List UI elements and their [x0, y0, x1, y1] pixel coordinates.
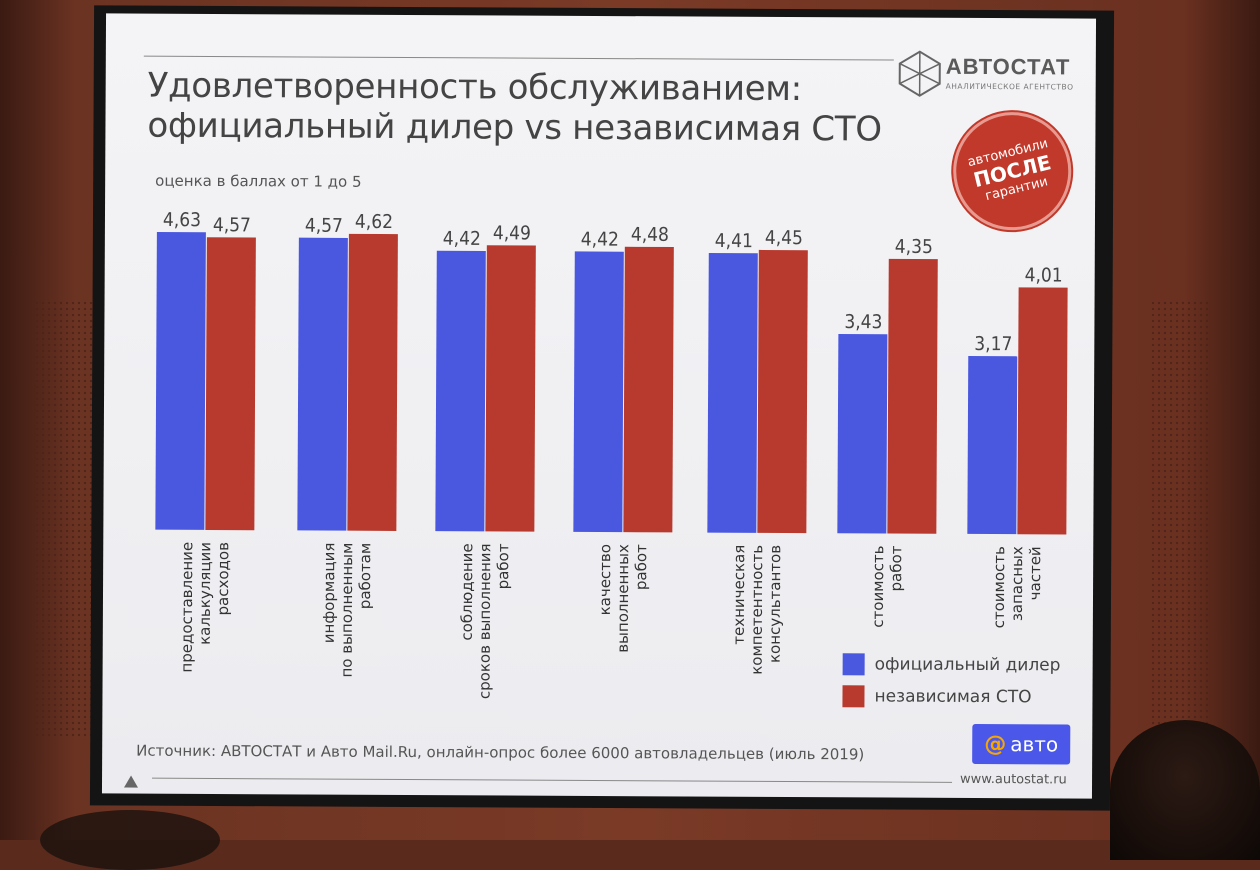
category-label-deadlines-line-1: соблюдение [458, 543, 477, 640]
site-url: www.autostat.ru [960, 772, 1067, 788]
legend-swatch-independent [842, 685, 864, 707]
category-label-labor-cost-line-1: стоимость [869, 545, 887, 627]
value-label-info-independent: 4,62 [355, 211, 393, 233]
category-label-info-line-1: информация [320, 543, 339, 644]
category-label-calc-line-3: расходов [214, 542, 232, 615]
bar-calc-independent [205, 237, 256, 530]
legend-swatch-dealer [843, 653, 865, 675]
value-label-labor-cost-independent: 4,35 [895, 236, 933, 258]
category-label-parts-cost-line-2: запасных [1008, 546, 1026, 621]
value-label-calc-dealer: 4,63 [163, 209, 201, 231]
bar-quality-dealer [573, 251, 623, 532]
source-note: Источник: АВТОСТАТ и Авто Mail.Ru, онлай… [136, 742, 864, 764]
triangle-icon [124, 776, 138, 788]
mail-ru-auto-badge: @ авто [972, 724, 1070, 765]
value-label-quality-dealer: 4,42 [581, 228, 619, 250]
value-label-quality-independent: 4,48 [631, 224, 669, 246]
chart-legend: официальный дилер независимая СТО [842, 653, 1060, 718]
category-label-parts-cost-line-3: частей [1026, 546, 1044, 600]
category-label-quality-line-3: работ [632, 544, 650, 590]
value-label-competence-dealer: 4,41 [715, 230, 753, 252]
value-label-info-dealer: 4,57 [305, 215, 343, 237]
category-label-competence-line-3: консультантов [766, 545, 785, 663]
bar-deadlines-dealer [435, 251, 485, 532]
legend-item-independent: независимая СТО [842, 685, 1060, 708]
category-label-calc-line-2: калькуляции [196, 542, 215, 645]
bar-labor-cost-independent [887, 259, 937, 534]
at-icon: @ [984, 732, 1006, 757]
wall-panel-right [1150, 300, 1210, 740]
category-label-quality-line-1: качество [596, 544, 614, 615]
legend-item-dealer: официальный дилер [843, 653, 1061, 676]
category-label-competence-line-1: техническая [730, 545, 749, 645]
audience-head-left [40, 810, 220, 870]
category-label-labor-cost-line-2: работ [887, 545, 905, 591]
bottom-rule [152, 778, 952, 783]
value-label-deadlines-dealer: 4,42 [443, 228, 481, 250]
value-label-deadlines-independent: 4,49 [493, 222, 531, 244]
category-label-quality-line-2: выполненных [614, 544, 633, 653]
category-label-deadlines-line-3: работ [494, 543, 512, 589]
audience-head [1110, 720, 1260, 860]
value-label-parts-cost-independent: 4,01 [1025, 264, 1063, 286]
bar-labor-cost-dealer [837, 334, 887, 534]
value-label-labor-cost-dealer: 3,43 [844, 311, 882, 333]
category-label-deadlines-line-2: сроков выполнения [475, 543, 494, 699]
value-label-parts-cost-dealer: 3,17 [974, 333, 1012, 355]
category-label-info-line-2: по выполненным [338, 543, 357, 678]
bar-parts-cost-dealer [967, 356, 1017, 534]
bar-parts-cost-independent [1017, 287, 1067, 534]
bar-quality-independent [623, 247, 673, 533]
bar-info-dealer [297, 238, 348, 531]
category-label-calc-line-1: предоставление [178, 542, 197, 673]
bar-calc-dealer [155, 232, 206, 530]
wall-panel-left [34, 300, 94, 740]
bar-competence-dealer [707, 253, 757, 533]
presentation-slide: Удовлетворенность обслуживанием: официал… [102, 13, 1096, 798]
category-label-info-line-3: работам [356, 543, 374, 609]
mail-badge-label: авто [1010, 732, 1058, 756]
category-label-competence-line-2: компетентность [748, 545, 767, 675]
value-label-competence-independent: 4,45 [765, 227, 803, 249]
category-label-parts-cost-line-1: стоимость [990, 546, 1008, 628]
value-label-calc-independent: 4,57 [213, 214, 251, 236]
legend-label-independent: независимая СТО [874, 686, 1031, 707]
bar-info-independent [347, 234, 398, 531]
legend-label-dealer: официальный дилер [875, 654, 1061, 675]
bar-deadlines-independent [485, 245, 535, 531]
bar-competence-independent [757, 250, 807, 533]
